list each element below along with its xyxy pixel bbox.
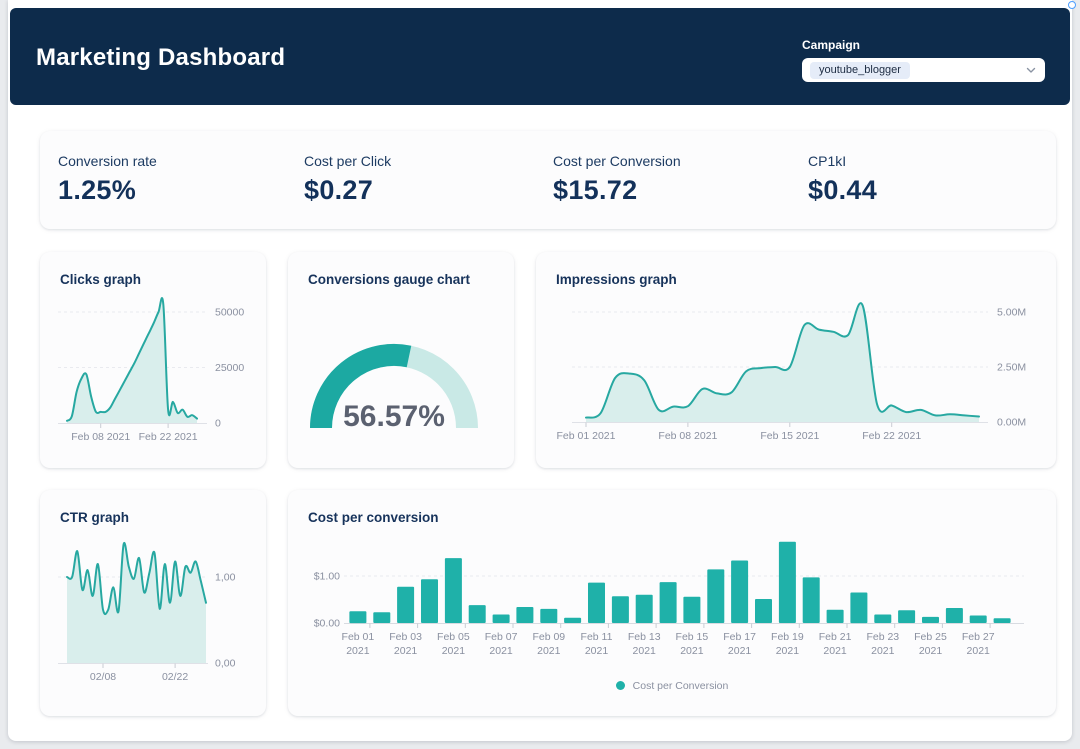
svg-text:Feb 11: Feb 11	[581, 631, 613, 643]
legend-dot-icon	[615, 681, 625, 690]
svg-text:02/08: 02/08	[90, 671, 116, 683]
svg-text:Feb 09: Feb 09	[532, 631, 565, 643]
kpi-label: Conversion rate	[58, 153, 157, 169]
svg-text:2021: 2021	[633, 645, 657, 657]
campaign-label: Campaign	[802, 38, 861, 52]
svg-text:5.00M: 5.00M	[997, 307, 1026, 319]
svg-text:Feb 22 2021: Feb 22 2021	[862, 430, 921, 442]
campaign-select[interactable]: youtube_blogger	[802, 58, 1045, 82]
svg-text:2021: 2021	[823, 645, 847, 657]
svg-text:$0.00: $0.00	[314, 618, 340, 630]
svg-text:2021: 2021	[919, 645, 943, 657]
chart-title: Clicks graph	[60, 272, 142, 287]
svg-text:2021: 2021	[776, 645, 800, 657]
kpi-value: 1.25%	[58, 175, 137, 205]
kpi-label: Cost per Click	[304, 153, 392, 169]
svg-text:0,00: 0,00	[215, 658, 236, 670]
svg-text:2021: 2021	[680, 645, 704, 657]
page-title: Marketing Dashboard	[36, 44, 286, 71]
kpi-value: $15.72	[553, 175, 638, 205]
svg-text:Feb 23: Feb 23	[866, 631, 899, 643]
svg-text:Feb 25: Feb 25	[914, 631, 947, 643]
svg-text:Feb 07: Feb 07	[485, 631, 518, 643]
svg-text:Feb 21: Feb 21	[819, 631, 852, 643]
kpi-card: Conversion rate 1.25% Cost per Click $0.…	[40, 131, 1056, 229]
svg-text:2021: 2021	[967, 645, 991, 657]
svg-text:Feb 17: Feb 17	[723, 631, 756, 643]
chart-title: Impressions graph	[556, 272, 677, 287]
svg-text:Feb 08 2021: Feb 08 2021	[658, 430, 717, 442]
svg-text:Feb 15: Feb 15	[676, 631, 709, 643]
dashboard-content: Marketing Dashboard Campaign youtube_blo…	[8, 0, 1072, 741]
legend-label: Cost per Conversion	[632, 680, 729, 692]
ctr-area-chart: 0,00 1,00 02/08 02/22	[58, 541, 236, 683]
conversions-gauge-card: Conversions gauge chart 56.57%	[288, 252, 514, 468]
kpi-cost-per-conversion: Cost per Conversion $15.72	[553, 153, 681, 206]
kpi-cost-per-click: Cost per Click $0.27	[304, 153, 391, 206]
svg-text:2021: 2021	[489, 645, 513, 657]
svg-text:2021: 2021	[871, 645, 895, 657]
svg-text:1,00: 1,00	[215, 572, 236, 584]
cost-per-conversion-bar-chart: $0.00 $1.00 Feb 01 2021 Feb 03 2021 Feb 05 2021…	[314, 541, 1024, 657]
svg-text:Feb 01 2021: Feb 01 2021	[557, 430, 616, 442]
svg-text:$1.00: $1.00	[314, 571, 340, 583]
svg-text:02/22: 02/22	[162, 671, 188, 683]
ctr-graph-card: CTR graph 0,00 1,00 02/08 02/22	[40, 490, 266, 716]
svg-text:2021: 2021	[346, 645, 370, 657]
svg-text:Feb 01: Feb 01	[342, 631, 375, 643]
clicks-area-chart: 0 25000 50000 Feb 08 2021 Feb 22 2021	[58, 297, 244, 443]
svg-text:0.00M: 0.00M	[997, 417, 1026, 429]
svg-text:Feb 19: Feb 19	[771, 631, 804, 643]
svg-text:Feb 05: Feb 05	[437, 631, 470, 643]
kpi-value: $0.44	[808, 175, 878, 205]
impressions-graph-card: Impressions graph 0.00M 2.50M 5.00M Feb 01 …	[536, 252, 1056, 468]
svg-text:2021: 2021	[728, 645, 752, 657]
kpi-label: CP1kI	[808, 153, 847, 169]
gauge-value: 56.57%	[343, 400, 445, 433]
chart-title: Cost per conversion	[308, 510, 439, 525]
svg-text:Feb 03: Feb 03	[389, 631, 422, 643]
svg-text:Feb 08 2021: Feb 08 2021	[71, 431, 130, 443]
campaign-selected-chip[interactable]: youtube_blogger	[810, 61, 910, 79]
chevron-down-icon	[1025, 64, 1037, 76]
kpi-cp1ki: CP1kI $0.44	[808, 153, 877, 206]
svg-text:Feb 27: Feb 27	[962, 631, 995, 643]
kpi-value: $0.27	[304, 175, 374, 205]
header: Marketing Dashboard Campaign youtube_blo…	[10, 8, 1070, 105]
chart-title: Conversions gauge chart	[308, 272, 471, 287]
clicks-graph-card: Clicks graph 0 25000 50000 Feb 08 2021 Feb 2…	[40, 252, 266, 468]
selection-handle-icon	[1068, 1, 1076, 9]
chart-title: CTR graph	[60, 510, 129, 525]
conversions-gauge-chart	[310, 343, 478, 429]
svg-text:2.50M: 2.50M	[997, 362, 1026, 374]
svg-text:2021: 2021	[394, 645, 418, 657]
svg-text:Feb 22 2021: Feb 22 2021	[139, 431, 198, 443]
svg-text:25000: 25000	[215, 362, 244, 374]
svg-text:2021: 2021	[442, 645, 466, 657]
impressions-area-chart: 0.00M 2.50M 5.00M Feb 01 2021 Feb 08 2021 Feb…	[557, 302, 1026, 442]
cost-per-conversion-card: Cost per conversion $0.00 $1.00 Feb 01 2021…	[288, 490, 1056, 716]
svg-text:Feb 15 2021: Feb 15 2021	[760, 430, 819, 442]
svg-text:2021: 2021	[537, 645, 561, 657]
chart-legend: Cost per Conversion	[288, 680, 1056, 692]
kpi-conversion-rate: Conversion rate 1.25%	[58, 153, 157, 206]
svg-text:0: 0	[215, 418, 221, 430]
svg-text:2021: 2021	[585, 645, 609, 657]
svg-text:50000: 50000	[215, 307, 244, 319]
kpi-label: Cost per Conversion	[553, 153, 681, 169]
svg-text:Feb 13: Feb 13	[628, 631, 661, 643]
